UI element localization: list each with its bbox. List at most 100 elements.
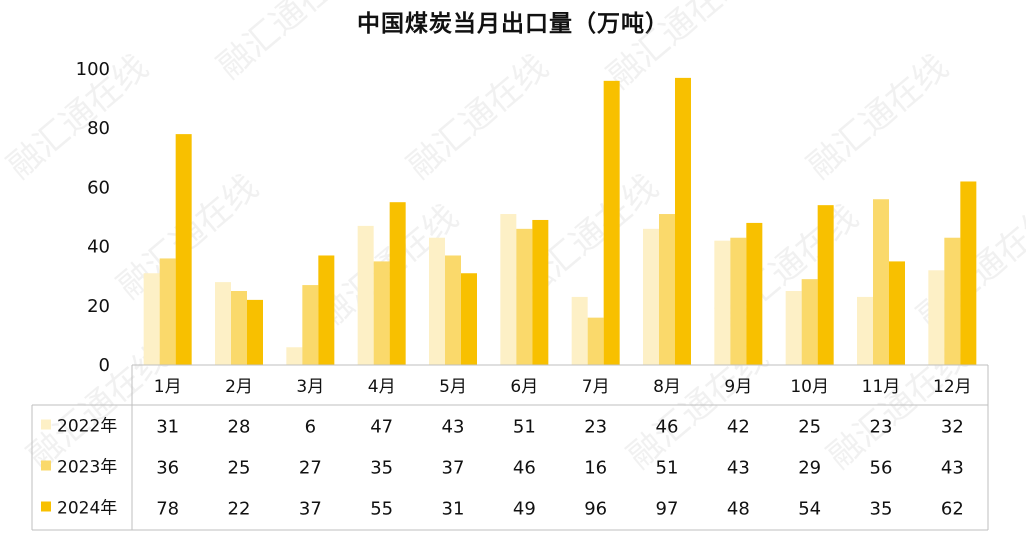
x-category-label: 2月 [225,377,253,397]
data-table-cell: 22 [228,499,251,520]
x-category-label: 10月 [790,377,829,397]
data-table-cell: 43 [941,458,964,479]
y-axis: 0 20 40 60 80 100 [76,59,110,376]
chart-title: 中国煤炭当月出口量（万吨） [357,11,669,37]
data-table-cell: 78 [156,499,179,520]
bar [373,261,390,365]
bar [889,261,905,365]
bar [302,285,319,365]
data-table-cell: 46 [513,458,536,479]
data-table-cell: 55 [370,499,393,520]
bar [159,258,176,365]
data-table-cell: 37 [299,499,322,520]
bar [286,347,303,365]
data-table-cell: 16 [584,458,607,479]
data-table-cell: 32 [941,417,964,438]
bar [429,237,445,365]
data-table-cell: 97 [656,499,679,520]
x-category-label: 8月 [653,377,681,397]
bar [231,291,247,365]
x-category-label: 5月 [439,377,467,397]
x-category-label: 4月 [368,377,396,397]
data-table-cell: 23 [584,417,607,438]
bar [817,205,834,365]
legend-label: 2022年 [57,417,117,437]
data-table-cell: 25 [798,417,821,438]
data-table-cell: 48 [727,499,750,520]
bar [445,255,461,365]
bar [215,282,231,365]
legend-swatch [41,460,51,471]
bar [247,299,263,365]
legend-label: 2024年 [57,499,117,519]
bar [587,317,604,365]
bar [785,291,802,365]
data-table-cell: 62 [941,499,964,520]
bar [318,255,335,365]
bar [857,296,873,365]
watermark-text: 融汇通在线 [210,0,366,87]
data-table-cell: 43 [727,458,750,479]
data-table-cell: 51 [656,458,679,479]
y-tick-label: 40 [87,237,110,258]
bar [873,199,889,365]
bar [357,225,374,365]
watermark-text: 融汇通在线 [400,47,556,187]
data-table-cell: 27 [299,458,322,479]
data-table-cell: 56 [870,458,893,479]
x-category-label: 1月 [154,377,182,397]
bars-layer [143,77,977,365]
data-table-cell: 42 [727,417,750,438]
bar [461,273,477,365]
x-category-label: 6月 [510,377,538,397]
data-table: 1月 2月 3月 4月 5月 6月 7月 8月 9月 10月 11月 12月 2022年 31 28 6 47 4… [31,364,989,531]
data-table-cell: 29 [798,458,821,479]
x-category-label: 12月 [933,377,972,397]
bar [928,270,945,365]
data-table-cell: 6 [305,417,316,438]
data-table-cell: 37 [442,458,465,479]
data-table-cell: 96 [584,499,607,520]
bar [944,237,961,365]
y-tick-label: 60 [87,177,110,198]
data-table-cell: 54 [798,499,821,520]
data-table-cell: 46 [656,417,679,438]
data-table-cell: 35 [370,458,393,479]
x-category-label: 11月 [862,377,901,397]
data-table-cell: 51 [513,417,536,438]
data-table-cell: 47 [370,417,393,438]
bar [603,80,620,365]
bar [532,219,549,365]
y-tick-label: 100 [76,59,110,80]
data-table-cell: 28 [228,417,251,438]
data-table-cell: 31 [156,417,179,438]
bar [175,134,192,365]
data-table-cell: 36 [156,458,179,479]
bar [643,228,659,365]
bar [516,228,533,365]
data-table-cell: 23 [870,417,893,438]
legend-label: 2023年 [57,458,117,478]
x-category-label: 9月 [724,377,752,397]
data-table-cell: 35 [870,499,893,520]
bar [960,181,977,365]
bar [714,240,731,365]
bar [801,279,818,365]
y-tick-label: 0 [99,355,110,376]
bar [675,77,691,365]
bar [500,214,517,365]
x-category-label: 3月 [296,377,324,397]
legend-swatch [41,419,51,430]
x-category-label: 7月 [582,377,610,397]
legend-swatch [41,501,51,512]
data-table-cell: 25 [228,458,251,479]
y-tick-label: 80 [87,118,110,139]
data-table-cell: 31 [442,499,465,520]
bar [659,214,675,365]
y-tick-label: 20 [87,296,110,317]
bar [746,222,763,365]
bar [389,202,406,365]
bar [730,237,747,365]
bar [571,296,588,365]
